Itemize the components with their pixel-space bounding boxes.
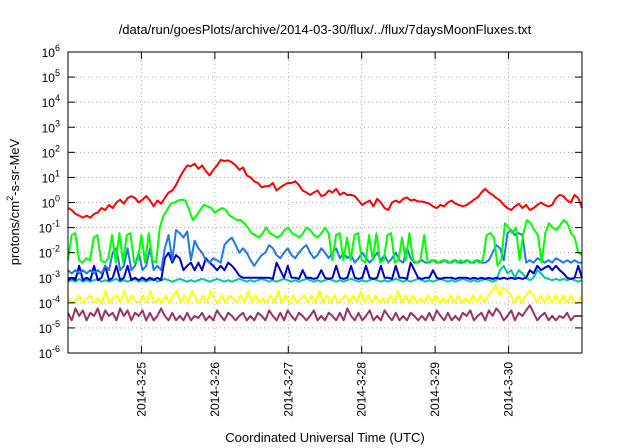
y-tick-exp: -4 [52, 294, 60, 304]
x-tick-label: 2014-3-26 [208, 362, 222, 417]
y-tick-exp: -6 [52, 344, 60, 354]
y-tick-label: 100 [42, 194, 60, 211]
y-tick-base: 10 [42, 171, 56, 185]
y-tick-label: 10-3 [39, 269, 60, 286]
series-line [67, 198, 583, 267]
y-tick-base: 10 [42, 121, 56, 135]
y-axis: 10-610-510-410-310-210-11001011021031041… [39, 43, 582, 361]
y-tick-exp: 1 [55, 168, 60, 178]
y-tick-label: 105 [42, 68, 60, 85]
x-tick-label: 2014-3-27 [281, 362, 295, 417]
x-tick-label: 2014-3-25 [134, 362, 148, 417]
y-tick-base: 10 [42, 71, 56, 85]
y-axis-label-sup: 2 [5, 196, 15, 201]
y-tick-exp: 5 [55, 68, 60, 78]
y-tick-label: 10-1 [39, 219, 60, 236]
y-tick-base: 10 [42, 146, 56, 160]
chart-title: /data/run/goesPlots/archive/2014-03-30/f… [119, 22, 532, 37]
series-line [67, 251, 583, 282]
x-axis: 2014-3-25 2014-3-26 2014-3-27 2014-3-28 2014… [134, 52, 516, 417]
y-tick-base: 10 [39, 297, 53, 311]
y-tick-exp: -2 [52, 244, 60, 254]
y-tick-base: 10 [39, 347, 53, 361]
series-layer [67, 158, 583, 322]
y-axis-label: protons/cm2-s-sr-MeV [5, 138, 22, 265]
y-axis-label-base: protons/cm [7, 201, 22, 265]
y-tick-label: 10-5 [39, 319, 60, 336]
y-tick-label: 106 [42, 43, 60, 60]
y-tick-exp: 3 [55, 118, 60, 128]
y-tick-base: 10 [39, 247, 53, 261]
y-tick-label: 102 [42, 143, 60, 160]
series-line [67, 284, 583, 304]
y-tick-base: 10 [42, 46, 56, 60]
y-tick-base: 10 [39, 322, 53, 336]
y-tick-label: 101 [42, 168, 60, 185]
y-tick-exp: 0 [55, 194, 60, 204]
series-line [67, 264, 583, 283]
y-axis-label-rest: -s-sr-MeV [7, 138, 22, 195]
y-tick-exp: -1 [52, 219, 60, 229]
y-tick-exp: 2 [55, 143, 60, 153]
y-tick-exp: 6 [55, 43, 60, 53]
y-tick-exp: -5 [52, 319, 60, 329]
y-tick-base: 10 [39, 272, 53, 286]
series-line [67, 229, 582, 275]
y-tick-exp: -3 [52, 269, 60, 279]
y-tick-base: 10 [42, 96, 56, 110]
x-axis-label: Coordinated Universal Time (UTC) [225, 430, 424, 445]
y-tick-base: 10 [42, 197, 56, 211]
y-tick-label: 10-2 [39, 244, 60, 261]
y-tick-label: 104 [42, 93, 60, 110]
y-tick-base: 10 [39, 222, 53, 236]
x-tick-label: 2014-3-30 [502, 362, 516, 417]
y-tick-label: 10-4 [39, 294, 60, 311]
y-tick-label: 10-6 [39, 344, 60, 361]
series-line [67, 304, 582, 322]
y-tick-label: 103 [42, 118, 60, 135]
x-tick-label: 2014-3-29 [428, 362, 442, 417]
x-tick-label: 2014-3-28 [355, 362, 369, 417]
y-tick-exp: 4 [55, 93, 60, 103]
series-line [67, 158, 583, 219]
